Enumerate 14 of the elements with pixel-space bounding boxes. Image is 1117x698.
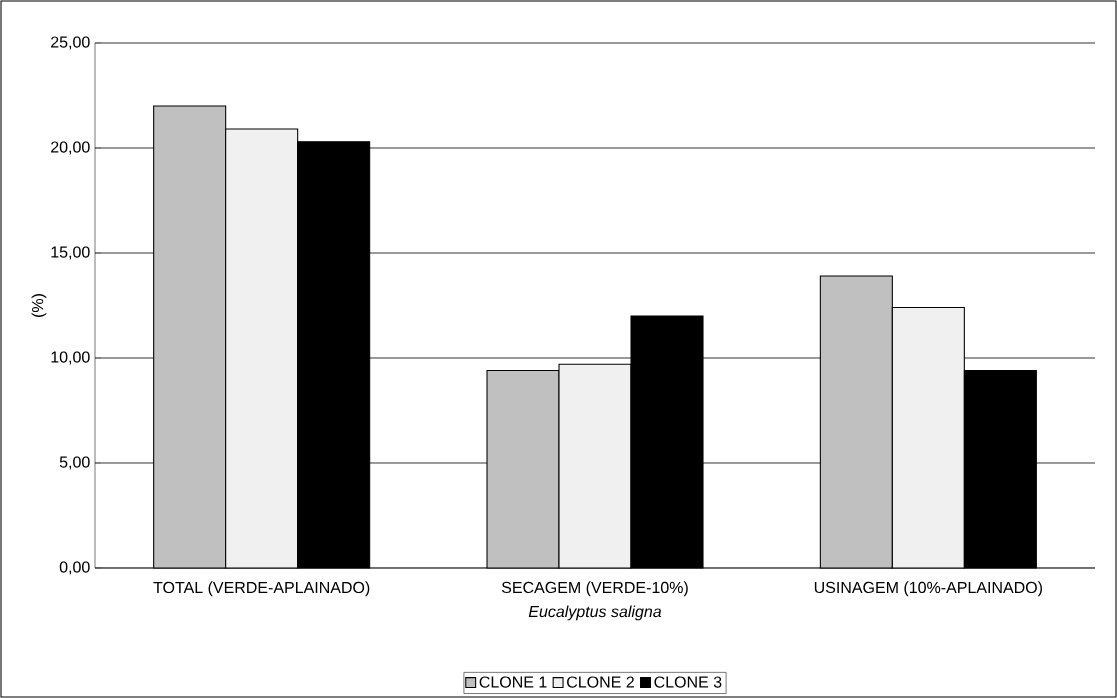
x-axis-title: Eucalyptus saligna bbox=[528, 605, 662, 621]
legend-label: CLONE 2 bbox=[567, 676, 634, 688]
y-tick-label: 0,00 bbox=[59, 561, 90, 575]
y-tick-label: 25,00 bbox=[51, 36, 90, 50]
x-tick-label: USINAGEM (10%-APLAINADO) bbox=[814, 581, 1043, 597]
y-tick-label: 20,00 bbox=[51, 141, 90, 155]
y-tick-label: 10,00 bbox=[51, 351, 90, 365]
x-tick-label: SECAGEM (VERDE-10%) bbox=[501, 581, 688, 597]
y-tick-label: 15,00 bbox=[51, 246, 90, 260]
y-axis-title: (%) bbox=[31, 294, 47, 317]
legend-label: CLONE 1 bbox=[479, 676, 547, 688]
x-tick-label: TOTAL (VERDE-APLAINADO) bbox=[153, 581, 370, 597]
y-tick-label: 5,00 bbox=[59, 456, 90, 470]
legend-label: CLONE 3 bbox=[654, 676, 722, 688]
